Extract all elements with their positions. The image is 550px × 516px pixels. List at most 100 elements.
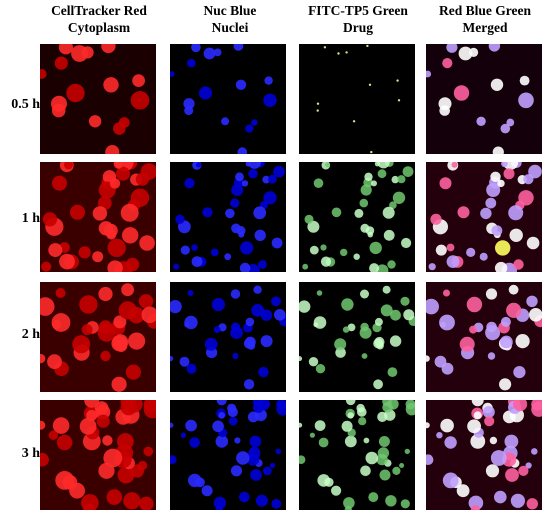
micrograph-red-row-2 — [40, 162, 156, 272]
cell-blue — [233, 44, 244, 51]
cell-red — [72, 335, 91, 354]
cell-blue — [237, 147, 248, 154]
cell-green — [392, 466, 401, 475]
cell-red — [88, 115, 102, 128]
cell-merged — [526, 236, 540, 250]
micrograph-green-row-4 — [299, 400, 415, 510]
cell-merged — [484, 416, 495, 427]
cell-merged — [457, 206, 470, 219]
cell-red — [78, 246, 91, 259]
cell-merged — [531, 400, 542, 411]
cell-merged — [458, 46, 473, 61]
cell-green — [376, 264, 389, 272]
cell-blue — [275, 448, 282, 455]
cell-blue — [270, 462, 276, 469]
cell-merged — [490, 171, 501, 182]
cell-green — [299, 422, 303, 428]
cell-blue — [230, 198, 240, 208]
cell-green — [308, 357, 319, 367]
cell-merged — [480, 207, 492, 220]
cell-merged — [459, 336, 475, 352]
cell-green — [302, 263, 309, 270]
cell-merged — [442, 472, 459, 489]
cell-merged — [506, 302, 522, 318]
cell-green — [371, 180, 377, 187]
column-header-red-line1: CellTracker Red — [51, 3, 147, 18]
cell-merged — [482, 406, 495, 418]
cell-merged — [491, 225, 503, 236]
cell-green — [354, 208, 364, 218]
cell-green — [323, 46, 327, 49]
cell-merged — [490, 450, 507, 466]
cell-merged — [513, 259, 524, 270]
cell-merged — [513, 400, 528, 412]
cell-red — [143, 400, 156, 413]
cell-red — [52, 417, 70, 434]
cell-green — [404, 448, 410, 455]
micrograph-canvas — [426, 282, 542, 392]
cell-red — [113, 315, 127, 329]
cell-merged — [438, 97, 452, 111]
cell-green — [331, 485, 342, 496]
cell-green — [307, 220, 320, 233]
cell-red — [81, 324, 93, 336]
cell-blue — [180, 245, 190, 255]
cell-red — [101, 44, 116, 54]
cell-green — [392, 191, 406, 204]
micrograph-background — [170, 400, 286, 510]
cell-blue — [231, 322, 241, 332]
row-label-1h: 1 h — [21, 211, 40, 226]
cell-green — [374, 317, 383, 326]
cell-merged — [470, 434, 486, 449]
cell-merged — [515, 334, 530, 349]
cell-green — [315, 364, 326, 374]
cell-green — [382, 285, 391, 294]
cell-merged — [486, 321, 497, 333]
micrograph-green-row-3 — [299, 282, 415, 392]
cell-red — [48, 243, 63, 258]
column-header-merged-line2: Merged — [462, 20, 508, 35]
cell-green — [400, 499, 410, 509]
cell-blue — [204, 337, 218, 351]
cell-green — [360, 289, 369, 299]
cell-blue — [247, 453, 260, 466]
cell-green — [379, 469, 391, 481]
cell-green — [391, 175, 399, 184]
cell-blue — [221, 117, 230, 126]
cell-red — [51, 95, 67, 112]
cell-red — [83, 503, 96, 510]
cell-green — [360, 322, 369, 332]
cell-blue — [268, 174, 277, 184]
cell-merged — [446, 243, 455, 252]
cell-red — [79, 417, 97, 435]
cell-blue — [249, 435, 262, 448]
cell-green — [383, 229, 395, 241]
cell-green — [341, 298, 354, 311]
cell-merged — [426, 298, 439, 315]
cell-red — [52, 175, 67, 191]
cell-merged — [466, 247, 476, 257]
cell-green — [320, 256, 332, 267]
cell-green — [368, 83, 372, 86]
cell-merged — [467, 419, 481, 434]
cell-merged — [531, 448, 538, 455]
cell-red — [51, 313, 71, 332]
micrograph-canvas — [40, 282, 156, 392]
cell-red — [125, 400, 143, 413]
cell-red — [41, 261, 52, 272]
cell-red — [100, 350, 111, 362]
cell-red — [98, 320, 113, 334]
cell-green — [318, 437, 329, 448]
cell-merged — [466, 296, 483, 313]
cell-red — [128, 332, 146, 350]
cell-merged — [508, 205, 524, 221]
cell-green — [369, 241, 382, 255]
cell-red — [104, 223, 118, 238]
cell-green — [402, 166, 414, 177]
micrograph-blue-row-2 — [170, 162, 286, 272]
cell-blue — [187, 58, 196, 68]
cell-green — [331, 207, 342, 218]
column-header-red: CellTracker Red Cytoplasm — [38, 2, 160, 36]
cell-red — [143, 446, 154, 457]
cell-blue — [183, 98, 195, 110]
